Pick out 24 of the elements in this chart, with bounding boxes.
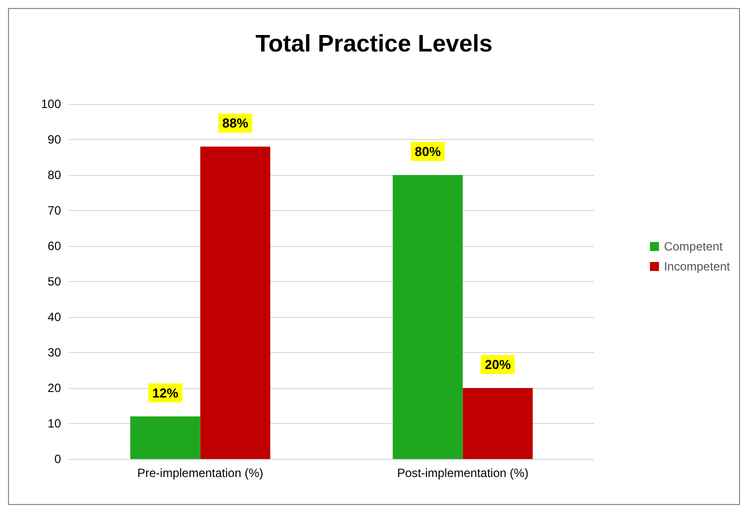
legend-label: Incompetent [664,260,731,274]
y-tick-label: 60 [48,239,62,253]
y-tick-label: 30 [48,346,62,360]
bar [130,416,200,459]
chart-title: Total Practice Levels [256,30,492,58]
bar [200,146,270,459]
y-tick-label: 90 [48,132,62,146]
x-tick-label: Post-implementation (%) [397,466,528,480]
y-tick-label: 20 [48,381,62,395]
data-label: 20% [484,357,512,372]
y-tick-label: 0 [54,452,62,466]
bar [392,175,463,459]
data-label: 80% [414,144,442,159]
x-tick-label: Pre-implementation (%) [137,466,264,480]
data-label: 12% [152,385,179,400]
y-tick-label: 70 [48,204,62,218]
y-tick-label: 40 [48,310,62,324]
bar [462,388,533,459]
y-tick-label: 100 [40,97,62,111]
data-label: 88% [222,116,249,131]
y-tick-label: 10 [48,416,62,430]
legend-label: Competent [664,240,724,254]
y-tick-label: 50 [48,274,62,288]
y-tick-label: 80 [48,168,62,182]
